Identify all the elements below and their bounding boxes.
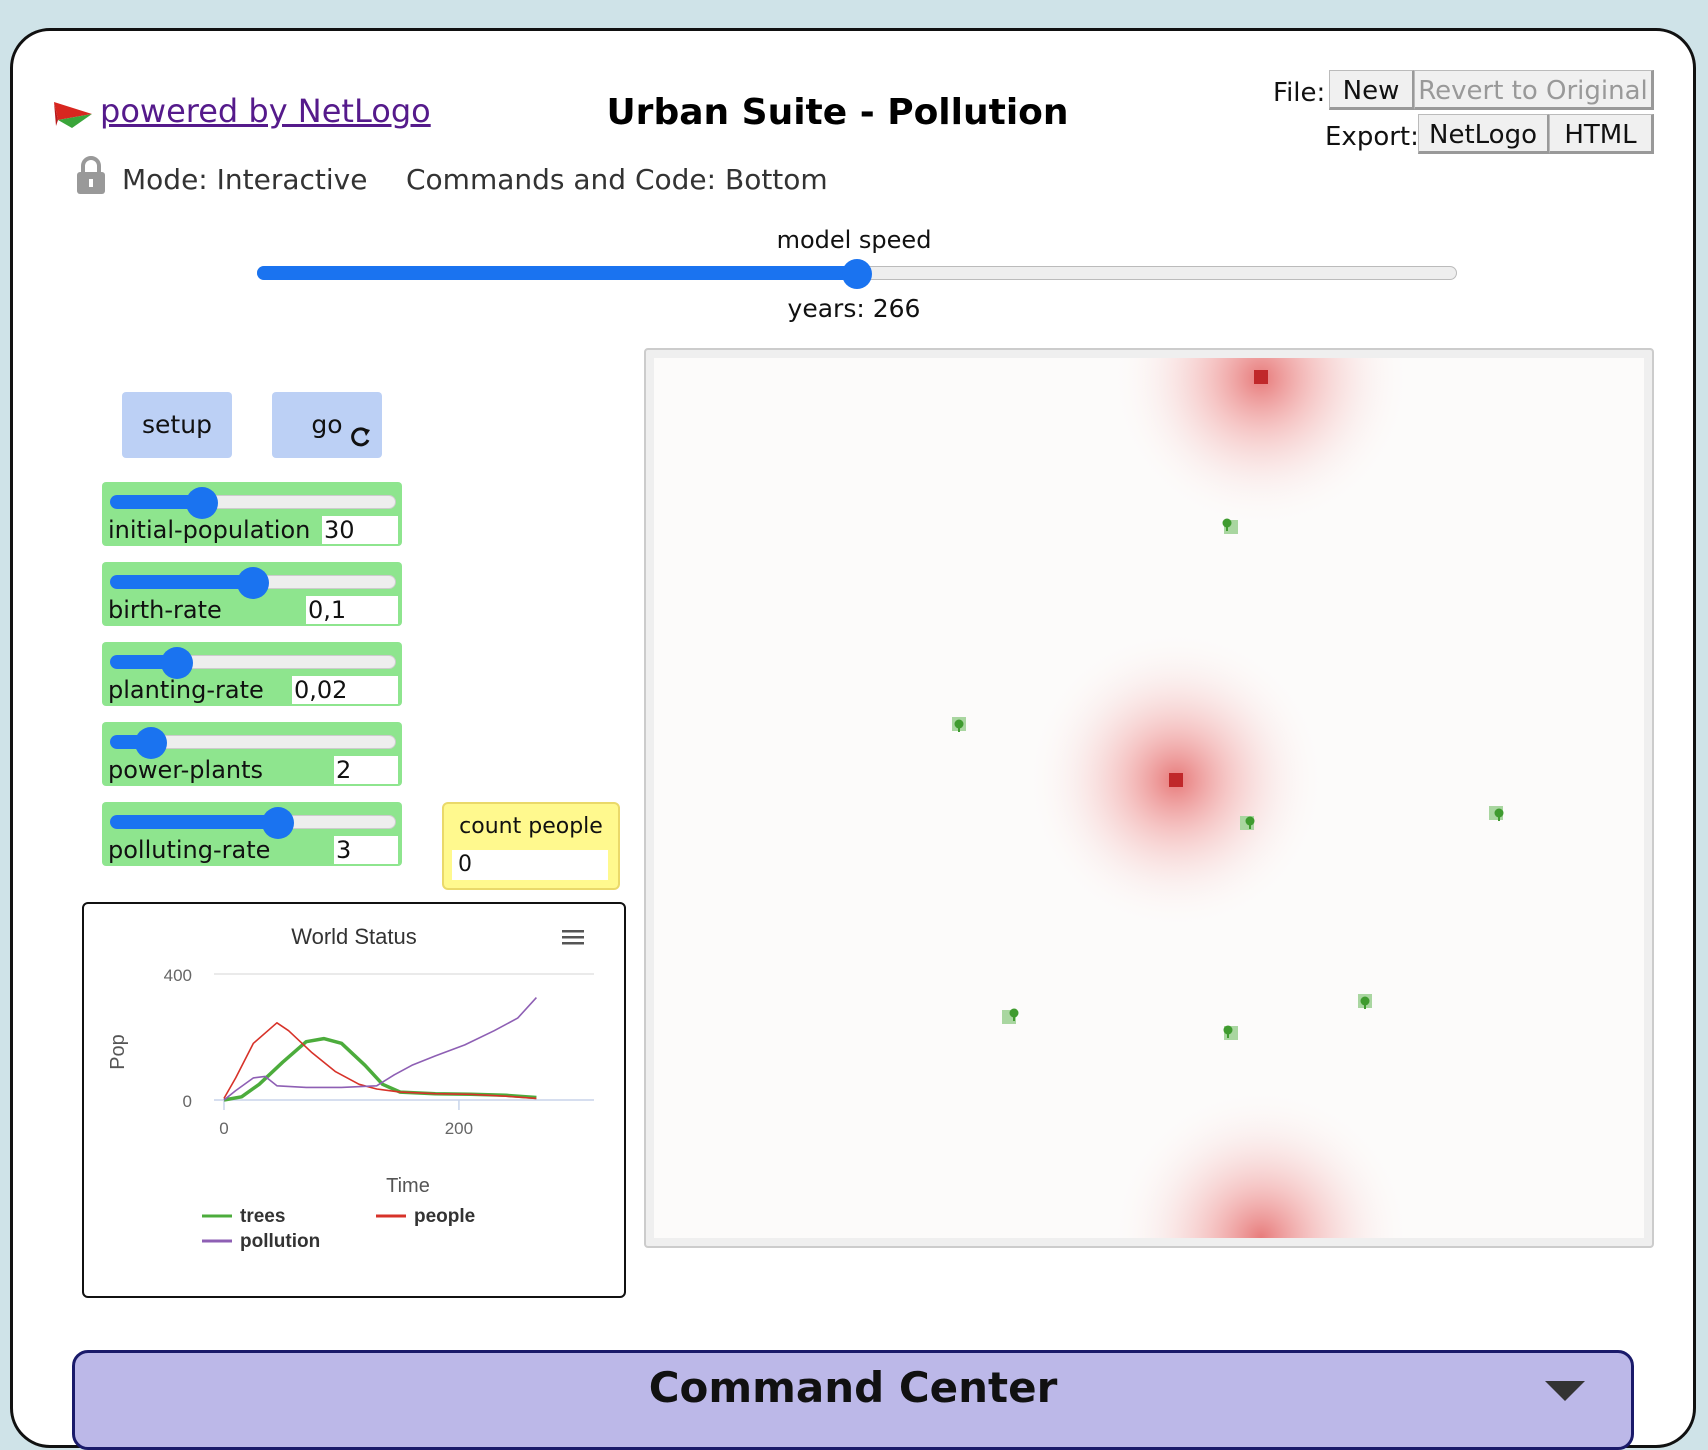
- file-label: File:: [1273, 78, 1326, 108]
- slider-value[interactable]: 0,1: [306, 596, 398, 624]
- slider-polluting-rate[interactable]: polluting-rate 3: [102, 802, 402, 866]
- chart-ytick-label: 0: [183, 1092, 192, 1111]
- slider-value[interactable]: 30: [322, 516, 398, 544]
- legend-label-people[interactable]: people: [414, 1206, 475, 1227]
- slider-thumb[interactable]: [186, 487, 219, 519]
- tree-icon: [952, 717, 966, 732]
- series-line-people: [223, 1022, 537, 1100]
- mode-toggle[interactable]: Mode: Interactive: [122, 163, 368, 196]
- page-title: Urban Suite - Pollution: [606, 92, 1069, 133]
- slider-fill: [110, 815, 279, 829]
- trees-layer: [952, 518, 1504, 1040]
- power-plant: [1254, 370, 1268, 384]
- world-view[interactable]: [654, 358, 1644, 1238]
- slider-fill: [110, 495, 203, 509]
- chart-xtick-label: 0: [219, 1119, 228, 1138]
- export-label: Export:: [1325, 122, 1419, 152]
- export-netlogo-button[interactable]: NetLogo: [1418, 114, 1550, 154]
- go-button-label: go: [311, 410, 343, 439]
- slider-label: polluting-rate: [108, 836, 271, 864]
- go-button[interactable]: go: [272, 392, 382, 458]
- power-plant: [1169, 773, 1183, 787]
- legend-label-pollution[interactable]: pollution: [240, 1231, 320, 1252]
- command-center-title: Command Center: [648, 1363, 1058, 1412]
- slider-fill: [110, 575, 253, 589]
- commands-position-toggle[interactable]: Commands and Code: Bottom: [406, 163, 828, 196]
- chart-menu-icon[interactable]: [562, 930, 584, 945]
- export-html-button[interactable]: HTML: [1549, 114, 1654, 154]
- chart-xlabel: Time: [386, 1175, 430, 1197]
- new-button[interactable]: New: [1329, 70, 1415, 110]
- powered-by-netlogo-link[interactable]: powered by NetLogo: [100, 92, 431, 130]
- ticks-counter: years: 266: [787, 294, 921, 323]
- legend-label-trees[interactable]: trees: [240, 1206, 285, 1227]
- chart-ytick-label: 400: [164, 966, 192, 985]
- monitor-label: count people: [459, 814, 603, 839]
- setup-button-label: setup: [142, 410, 212, 439]
- plot-world-status: World Status Pop Time 0 400 0 200 trees peop…: [82, 902, 626, 1298]
- collapse-chevron-down-icon[interactable]: [1545, 1381, 1585, 1401]
- slider-power-plants[interactable]: power-plants 2: [102, 722, 402, 786]
- netlogo-logo-icon: [54, 102, 92, 128]
- model-speed-label: model speed: [776, 226, 932, 254]
- series-line-trees: [223, 1036, 537, 1102]
- monitor-value: 0: [452, 850, 608, 880]
- world-canvas[interactable]: [654, 358, 1644, 1238]
- monitor-count-people: count people 0: [442, 802, 620, 890]
- tree-icon: [1489, 806, 1504, 821]
- model-speed-thumb[interactable]: [842, 259, 872, 289]
- slider-value[interactable]: 0,02: [292, 676, 398, 704]
- tree-icon: [1002, 1008, 1019, 1024]
- lock-icon[interactable]: [76, 155, 106, 195]
- chart-ylabel: Pop: [107, 1034, 129, 1070]
- slider-thumb[interactable]: [160, 647, 193, 679]
- setup-button[interactable]: setup: [122, 392, 232, 458]
- pollution-cloud: [1111, 1088, 1411, 1238]
- slider-thumb[interactable]: [135, 727, 168, 759]
- slider-label: planting-rate: [108, 676, 264, 704]
- slider-thumb[interactable]: [262, 807, 295, 839]
- world-status-chart: World Status Pop Time 0 400 0 200 trees peop…: [107, 924, 594, 1252]
- slider-label: power-plants: [108, 756, 264, 784]
- slider-label: birth-rate: [108, 596, 222, 624]
- tree-icon: [1240, 816, 1255, 830]
- tree-icon: [1358, 994, 1372, 1009]
- slider-birth-rate[interactable]: birth-rate 0,1: [102, 562, 402, 626]
- slider-planting-rate[interactable]: planting-rate 0,02: [102, 642, 402, 706]
- revert-to-original-button[interactable]: Revert to Original: [1414, 70, 1654, 110]
- pollution-cloud: [1111, 358, 1411, 528]
- slider-fill: [110, 655, 177, 669]
- tree-icon: [1223, 1025, 1238, 1040]
- tree-icon: [1222, 518, 1238, 534]
- slider-label: initial-population: [108, 516, 311, 544]
- slider-initial-population[interactable]: initial-population 30: [102, 482, 402, 546]
- forever-loop-icon: [351, 427, 370, 447]
- slider-value[interactable]: 2: [334, 756, 398, 784]
- chart-title: World Status: [291, 924, 417, 949]
- command-center-panel[interactable]: Command Center: [72, 1350, 1634, 1450]
- chart-xtick-label: 200: [445, 1119, 473, 1138]
- model-speed-fill: [257, 266, 857, 280]
- slider-value[interactable]: 3: [334, 836, 398, 864]
- slider-thumb[interactable]: [237, 567, 269, 599]
- series-line-pollution: [223, 997, 537, 1101]
